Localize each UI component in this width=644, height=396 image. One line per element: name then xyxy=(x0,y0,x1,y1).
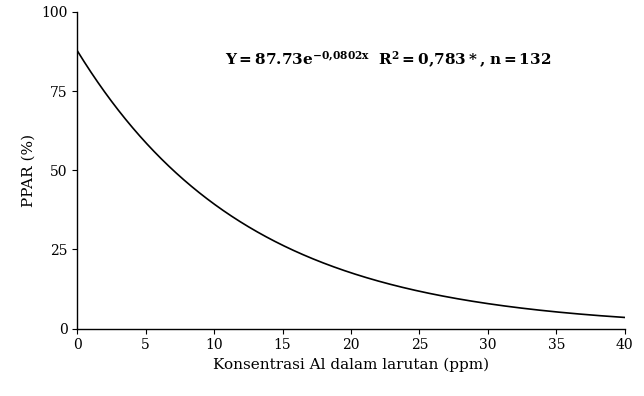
X-axis label: Konsentrasi Al dalam larutan (ppm): Konsentrasi Al dalam larutan (ppm) xyxy=(213,358,489,372)
Y-axis label: PPAR (%): PPAR (%) xyxy=(22,134,35,207)
Text: $\bf{Y = 87.73e^{-0{,}0802x}}$  $\bf{R^2 = 0{,}783*{,}\ n=132}$: $\bf{Y = 87.73e^{-0{,}0802x}}$ $\bf{R^2 … xyxy=(225,50,551,70)
